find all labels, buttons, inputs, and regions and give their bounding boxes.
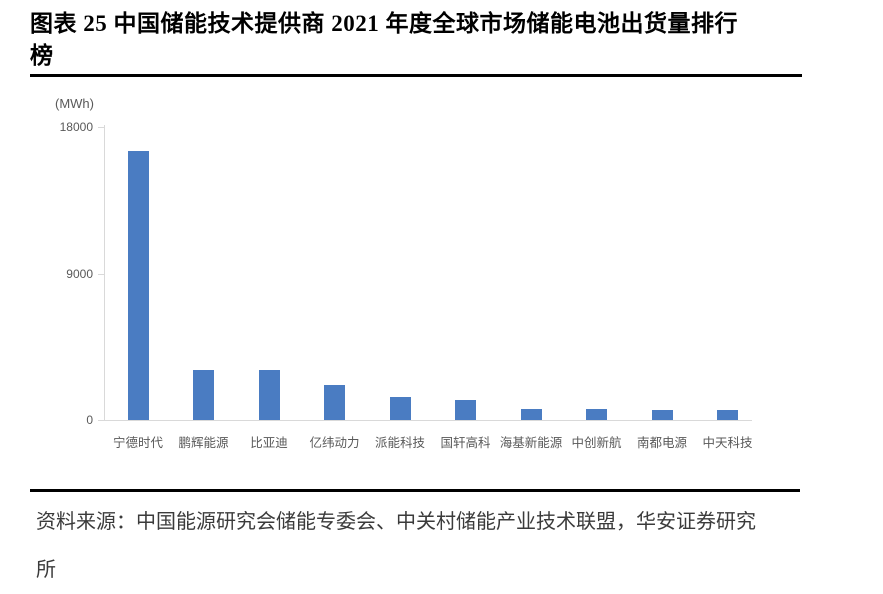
x-axis-label: 亿纬动力 [309,436,360,450]
figure-title-line-1: 图表 25 中国储能技术提供商 2021 年度全球市场储能电池出货量排行 [30,11,738,36]
bar [455,399,476,420]
bar [520,408,542,420]
bar [717,409,738,420]
y-axis-line [104,125,105,421]
x-axis-label: 海基新能源 [499,436,563,450]
y-tick-mark [98,127,105,128]
y-axis-unit-label: (MWh) [55,96,94,111]
source-note: 资料来源：中国能源研究会储能专委会、中关村储能产业技术联盟，华安证券研究 所 [36,498,826,594]
title-divider [30,74,802,77]
x-axis-label: 派能科技 [374,436,425,450]
source-divider [30,489,800,492]
bar [586,409,607,420]
y-tick-label: 9000 [66,266,93,281]
bar [389,397,411,420]
source-note-line-1: 资料来源：中国能源研究会储能专委会、中关村储能产业技术联盟，华安证券研究 [36,511,756,533]
x-axis-label: 宁德时代 [112,436,163,450]
y-tick-mark [98,420,105,421]
bar [127,151,149,420]
x-axis-label: 比亚迪 [250,436,288,450]
bar [193,369,214,420]
y-tick-mark [98,273,105,275]
x-axis-label: 国轩高科 [440,436,491,450]
x-axis-label: 南都电源 [636,436,687,450]
figure-title-line-2: 榜 [30,43,54,68]
x-axis-label: 中天科技 [702,436,753,450]
figure-title: 图表 25 中国储能技术提供商 2021 年度全球市场储能电池出货量排行 榜 [30,8,830,72]
x-axis-label: 鹏辉能源 [178,436,229,450]
y-tick-label: 0 [86,413,93,427]
x-axis-label: 中创新航 [571,436,622,450]
x-axis-line [104,420,752,421]
bar [324,384,345,420]
source-note-line-2: 所 [36,559,56,581]
y-tick-label: 18000 [59,120,93,134]
bar [651,409,673,420]
bar [258,370,280,420]
